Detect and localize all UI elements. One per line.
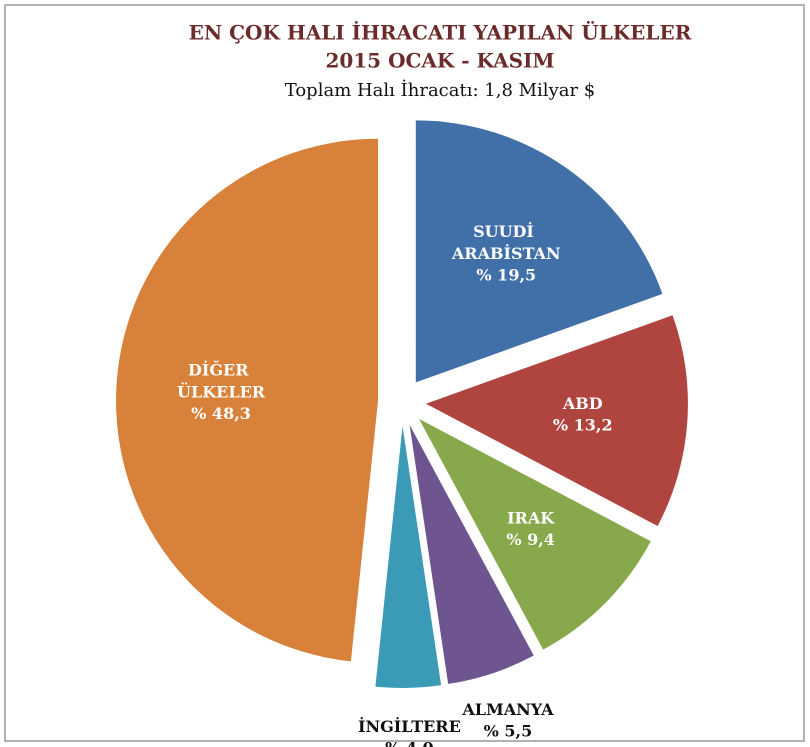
label-line: IRAK [507, 508, 555, 527]
label-line: İNGİLTERE [358, 715, 461, 735]
value-label: % 9,4 [506, 530, 555, 549]
chart-subtitle: 2015 OCAK - KASIM [325, 49, 554, 73]
pie-slice [419, 418, 651, 650]
pie-slice [409, 424, 534, 684]
slice-label: ABD [562, 393, 603, 412]
pie-slice [375, 425, 442, 688]
slice-label: ALMANYA [461, 699, 554, 718]
chart-title: EN ÇOK HALI İHRACATI YAPILAN ÜLKELER [189, 20, 692, 45]
value-label: % 4,0 [385, 738, 434, 747]
value-label: % 5,5 [484, 721, 533, 740]
slice-label: İNGİLTERE [358, 715, 461, 735]
slice-label: SUUDİ ARABİSTAN [451, 220, 561, 262]
slice-label: DİĞER ÜLKELER [177, 359, 266, 401]
label-line: SUUDİ [473, 220, 539, 240]
label-line: ÜLKELER [177, 381, 266, 401]
label-line: ABD [562, 393, 603, 412]
label-line: DİĞER [188, 359, 254, 379]
value-label: % 48,3 [191, 404, 251, 423]
value-label: % 19,5 [476, 265, 536, 284]
value-label: % 13,2 [553, 415, 613, 434]
label-line: ARABİSTAN [451, 242, 561, 262]
pie-slice [116, 138, 379, 662]
slice-label: IRAK [507, 508, 555, 527]
label-line: ALMANYA [461, 699, 554, 718]
annotation: Toplam Halı İhracatı: 1,8 Milyar $ [285, 78, 596, 101]
pie-slice [425, 315, 688, 527]
pie-slice [415, 120, 663, 383]
